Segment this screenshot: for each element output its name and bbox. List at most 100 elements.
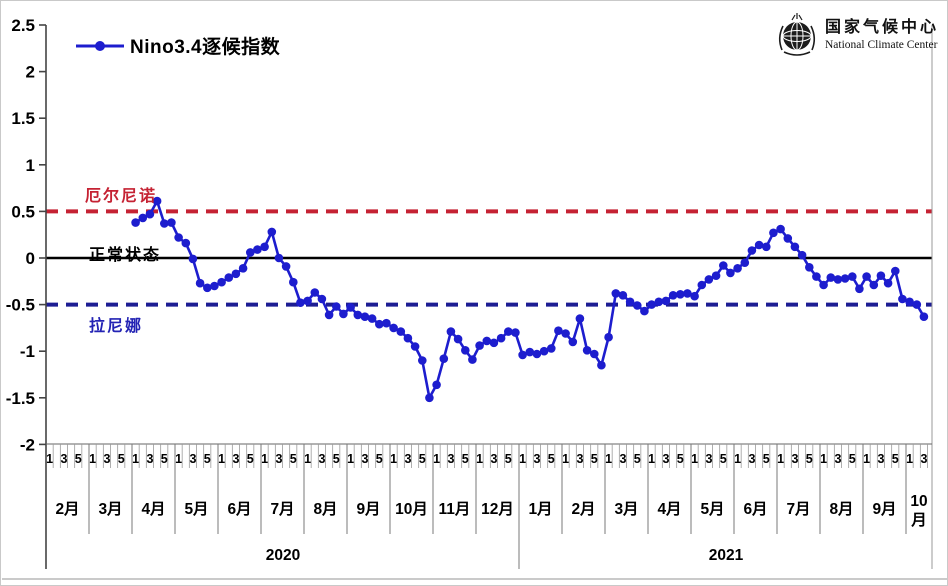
svg-text:3月: 3月 [614, 500, 638, 518]
svg-text:1: 1 [89, 452, 96, 466]
legend: Nino3.4逐候指数 [75, 32, 280, 59]
svg-text:3: 3 [189, 452, 196, 466]
svg-text:3: 3 [361, 452, 368, 466]
svg-text:4月: 4月 [657, 500, 681, 518]
svg-text:1: 1 [562, 452, 569, 466]
svg-text:3: 3 [533, 452, 540, 466]
svg-text:-1.5: -1.5 [6, 389, 35, 408]
svg-text:1: 1 [605, 452, 612, 466]
year-label-2020: 2020 [265, 547, 301, 564]
svg-text:3: 3 [834, 452, 841, 466]
svg-text:1: 1 [218, 452, 225, 466]
svg-text:3: 3 [275, 452, 282, 466]
svg-text:4月: 4月 [141, 500, 165, 518]
svg-text:8月: 8月 [313, 500, 337, 518]
svg-text:5: 5 [75, 452, 82, 466]
svg-text:3: 3 [146, 452, 153, 466]
svg-text:5: 5 [161, 452, 168, 466]
svg-text:1: 1 [433, 452, 440, 466]
svg-text:3: 3 [404, 452, 411, 466]
svg-text:5: 5 [806, 452, 813, 466]
svg-text:3: 3 [103, 452, 110, 466]
svg-text:2.5: 2.5 [11, 16, 35, 35]
svg-text:2月: 2月 [55, 500, 79, 518]
svg-text:1月: 1月 [528, 500, 552, 518]
svg-text:3: 3 [748, 452, 755, 466]
svg-text:3: 3 [232, 452, 239, 466]
svg-text:5: 5 [892, 452, 899, 466]
svg-text:5月: 5月 [184, 500, 208, 518]
svg-text:5: 5 [591, 452, 598, 466]
svg-text:5: 5 [419, 452, 426, 466]
svg-text:-1: -1 [20, 342, 35, 361]
svg-text:5: 5 [720, 452, 727, 466]
svg-text:10月: 10月 [395, 500, 428, 518]
svg-text:1: 1 [476, 452, 483, 466]
svg-text:2月: 2月 [571, 500, 595, 518]
legend-line-marker-icon [76, 40, 124, 51]
ncc-logo-title-en: National Climate Center [824, 38, 938, 51]
el-nino-threshold-label: 厄尔尼诺 [85, 188, 158, 205]
svg-text:5: 5 [634, 452, 641, 466]
svg-text:1: 1 [175, 452, 182, 466]
svg-text:3: 3 [791, 452, 798, 466]
svg-text:3: 3 [705, 452, 712, 466]
svg-text:1.5: 1.5 [11, 109, 35, 128]
svg-text:8月: 8月 [829, 500, 853, 518]
svg-text:5: 5 [247, 452, 254, 466]
svg-text:12月: 12月 [481, 500, 514, 518]
svg-text:3: 3 [318, 452, 325, 466]
svg-text:3: 3 [920, 452, 927, 466]
svg-text:5: 5 [763, 452, 770, 466]
svg-text:7月: 7月 [786, 500, 810, 518]
year-label-2021: 2021 [708, 547, 744, 564]
svg-text:7月: 7月 [270, 500, 294, 518]
svg-text:1: 1 [347, 452, 354, 466]
la-nina-threshold-label: 拉尼娜 [89, 318, 144, 335]
svg-text:11月: 11月 [439, 500, 471, 518]
svg-text:0.5: 0.5 [11, 202, 35, 221]
svg-text:1: 1 [26, 156, 35, 175]
svg-text:5: 5 [290, 452, 297, 466]
svg-text:3: 3 [576, 452, 583, 466]
svg-text:9月: 9月 [356, 500, 380, 518]
svg-text:3: 3 [619, 452, 626, 466]
ncc-logo: 国家气候中心 National Climate Center [776, 12, 939, 58]
ncc-globe-emblem-icon [778, 13, 816, 56]
svg-text:1: 1 [390, 452, 397, 466]
ncc-logo-text: 国家气候中心 National Climate Center [825, 18, 939, 52]
svg-text:3: 3 [447, 452, 454, 466]
svg-text:1: 1 [261, 452, 268, 466]
svg-text:1: 1 [132, 452, 139, 466]
ncc-logo-title-cn: 国家气候中心 [824, 18, 939, 36]
svg-text:5: 5 [849, 452, 856, 466]
svg-text:0: 0 [26, 249, 35, 268]
svg-text:3月: 3月 [98, 500, 122, 518]
svg-text:-2: -2 [20, 435, 35, 454]
svg-text:1: 1 [648, 452, 655, 466]
svg-text:1: 1 [691, 452, 698, 466]
svg-text:3: 3 [60, 452, 67, 466]
svg-text:3: 3 [662, 452, 669, 466]
svg-text:5: 5 [204, 452, 211, 466]
svg-text:5: 5 [505, 452, 512, 466]
svg-text:5: 5 [462, 452, 469, 466]
svg-text:-0.5: -0.5 [6, 296, 35, 315]
svg-text:1: 1 [519, 452, 526, 466]
svg-text:1: 1 [46, 452, 53, 466]
normal-state-label: 正常状态 [89, 247, 162, 264]
svg-text:6月: 6月 [227, 500, 251, 518]
svg-text:3: 3 [877, 452, 884, 466]
svg-text:6月: 6月 [743, 500, 767, 518]
svg-text:5: 5 [376, 452, 383, 466]
svg-text:1: 1 [820, 452, 827, 466]
svg-text:1: 1 [777, 452, 784, 466]
svg-text:5: 5 [677, 452, 684, 466]
svg-text:5月: 5月 [700, 500, 724, 518]
svg-text:10月: 10月 [910, 493, 927, 529]
svg-text:9月: 9月 [872, 500, 896, 518]
legend-label: Nino3.4逐候指数 [130, 37, 281, 58]
svg-text:1: 1 [863, 452, 870, 466]
